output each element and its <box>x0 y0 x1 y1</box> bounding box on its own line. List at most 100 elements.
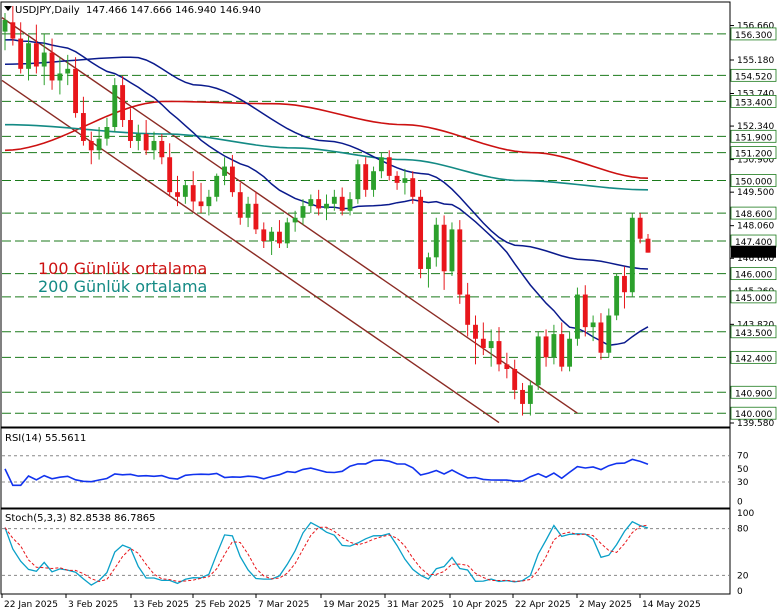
candle <box>33 24 39 74</box>
moving-averages <box>4 38 649 347</box>
candle-body <box>261 229 267 242</box>
candle <box>449 222 455 276</box>
candle-body <box>159 140 165 158</box>
candle-body <box>504 364 510 370</box>
candle-body <box>433 224 439 258</box>
candle-body <box>57 73 63 81</box>
candle <box>190 171 196 211</box>
candle-body <box>559 334 565 367</box>
candle-body <box>386 157 392 176</box>
level-tag <box>730 27 777 41</box>
main-panel-frame <box>0 1 731 428</box>
level-tag <box>730 206 777 220</box>
candle <box>488 329 494 367</box>
candle-body <box>245 203 251 218</box>
stoch-signal-line <box>4 524 649 583</box>
candle-body <box>284 222 290 244</box>
level-tag-label: 140.000 <box>735 410 772 420</box>
candle <box>316 189 322 216</box>
candle <box>480 322 486 356</box>
candle-body <box>2 19 8 32</box>
candle-body <box>629 217 635 293</box>
candle <box>292 210 298 232</box>
candle-body <box>214 175 220 197</box>
candle-body <box>378 157 384 172</box>
candle-body <box>73 68 79 114</box>
level-tag <box>730 406 777 420</box>
stoch-main-line <box>4 520 649 586</box>
candle <box>527 380 533 416</box>
level-tag <box>730 290 777 304</box>
candle <box>261 222 267 249</box>
candle <box>496 327 502 372</box>
y-tick-label: 143.820 <box>737 320 774 330</box>
candle-body <box>543 336 549 358</box>
candle-body <box>10 22 16 39</box>
candle <box>465 282 471 337</box>
candle <box>433 217 439 267</box>
level-tag <box>730 325 777 339</box>
candle-body <box>473 324 478 339</box>
candle-body <box>512 369 518 390</box>
candle-body <box>229 166 235 193</box>
candle <box>182 180 188 204</box>
candle-body <box>339 196 345 211</box>
candle-body <box>520 389 525 404</box>
ma200-line <box>5 123 649 191</box>
candle-body <box>574 294 580 339</box>
candle <box>473 315 478 365</box>
main-y-axis: 156.660 155.180 153.740 152.340 150.900 149.5… <box>730 22 777 429</box>
stoch-tick-label: 100 <box>737 509 754 519</box>
candle <box>269 227 275 255</box>
candle <box>198 182 204 214</box>
candle-body <box>606 315 612 353</box>
candle-body <box>324 203 329 209</box>
candle-body <box>308 199 314 207</box>
candle-body <box>331 196 337 204</box>
stoch-indicator: 100 80 20 0 <box>2 509 754 597</box>
y-tick-label: 153.740 <box>737 89 774 99</box>
current-price-tag <box>731 245 776 258</box>
candle <box>10 6 16 46</box>
candle <box>598 313 604 360</box>
stoch-label: Stoch(5,3,3) 82.8538 86.7865 <box>5 513 156 524</box>
candle-body <box>49 52 55 81</box>
level-tag-label: 156.300 <box>735 31 772 41</box>
candle <box>308 194 314 214</box>
candle <box>331 189 337 211</box>
stoch-tick-label: 0 <box>737 587 743 597</box>
candle <box>590 315 596 342</box>
candle-body <box>206 196 212 207</box>
candle <box>277 220 282 249</box>
candle <box>88 131 94 165</box>
candle-body <box>449 229 455 272</box>
candle <box>418 189 424 279</box>
level-tag-label: 147.400 <box>735 238 772 248</box>
candle <box>206 189 212 216</box>
candle <box>551 324 557 365</box>
candle-body <box>614 275 620 316</box>
candle <box>245 196 251 228</box>
candle-body <box>151 140 157 151</box>
ohlc-values: 147.466 147.666 146.940 146.940 <box>86 5 261 16</box>
level-tag-label: 148.600 <box>735 210 772 220</box>
rsi-line <box>4 458 649 487</box>
candle <box>567 331 573 372</box>
candle <box>73 57 79 118</box>
candle <box>253 192 259 235</box>
candle-body <box>198 201 204 207</box>
candle-body <box>465 294 471 325</box>
candle <box>520 382 525 416</box>
candle <box>229 154 235 197</box>
candle <box>214 173 220 202</box>
x-tick-label: 10 Apr 2025 <box>452 600 508 610</box>
candle-body <box>104 127 110 139</box>
y-tick-label: 149.500 <box>737 188 774 198</box>
candle-body <box>371 171 376 190</box>
candle <box>394 171 400 190</box>
triangle-down-icon <box>4 6 12 11</box>
candle-body <box>300 206 306 218</box>
candle <box>80 96 86 146</box>
candle <box>49 38 55 90</box>
